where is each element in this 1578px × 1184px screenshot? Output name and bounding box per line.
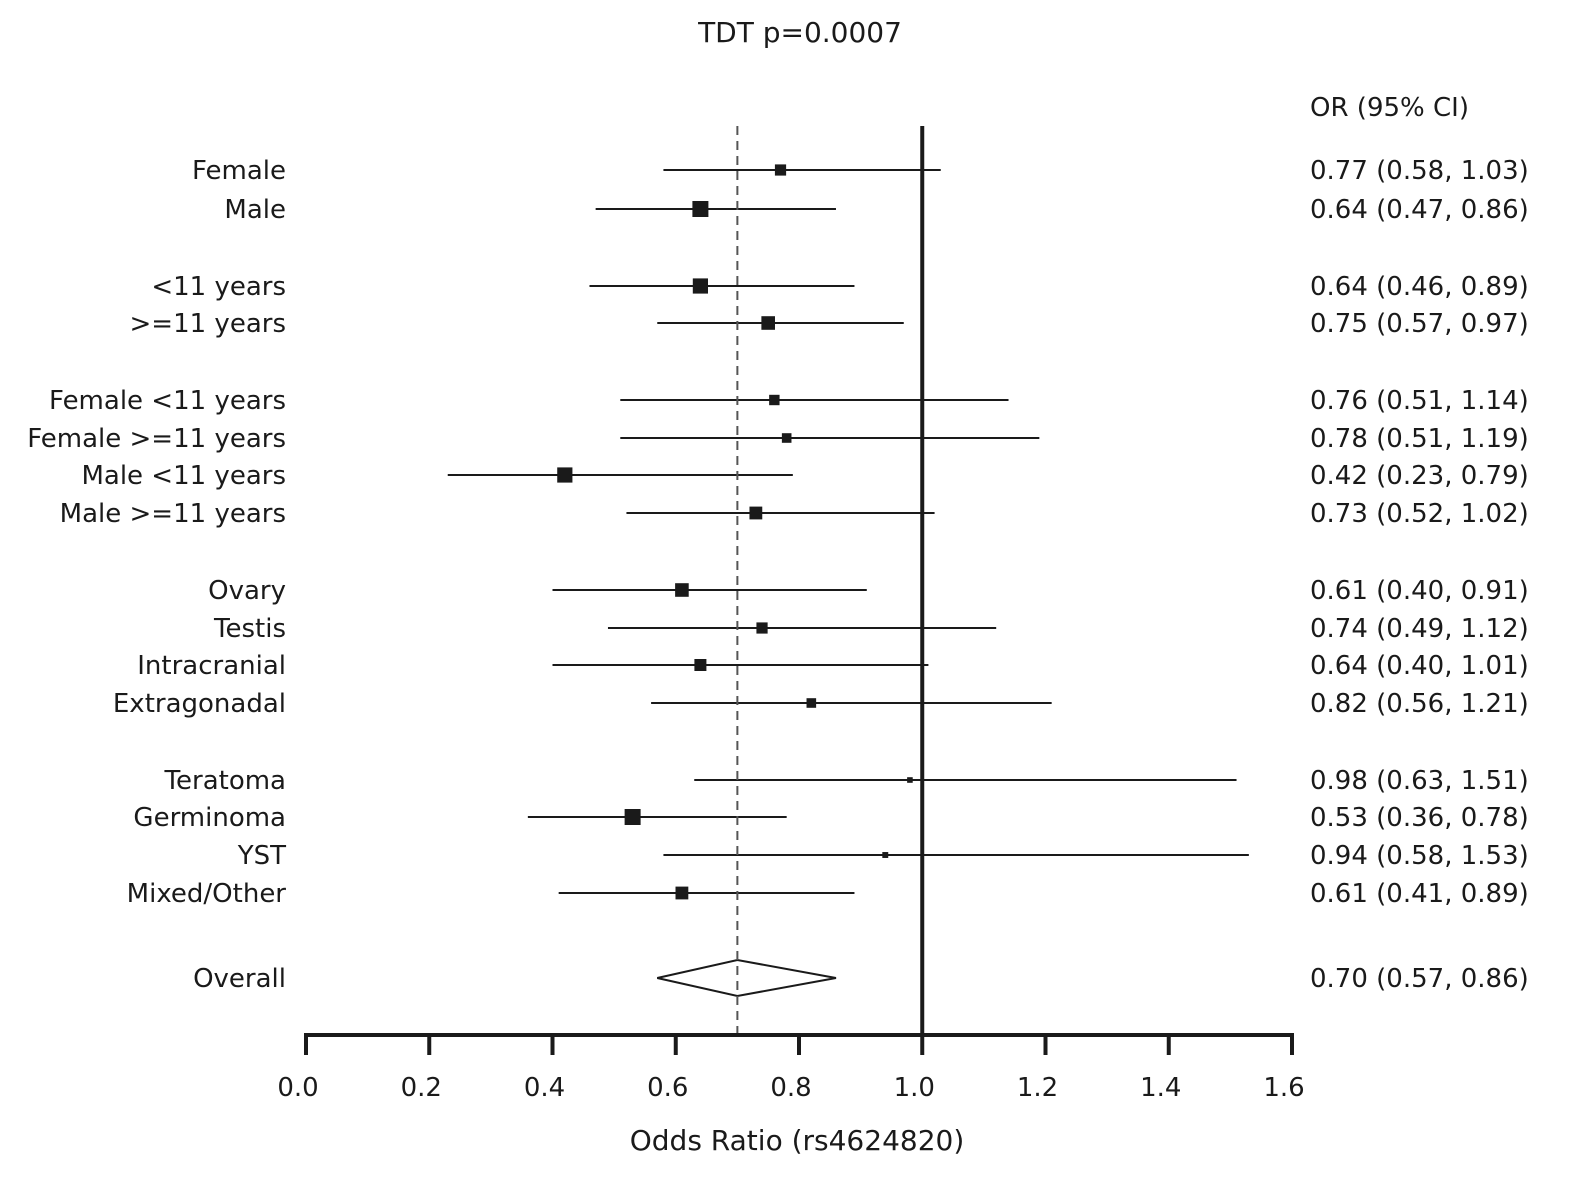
forest-row: Intracranial 0.64 (0.40, 1.01) xyxy=(137,651,1529,681)
row-label: Germinoma xyxy=(133,803,286,833)
or-ci-value: 0.64 (0.47, 0.86) xyxy=(1310,195,1529,225)
point-estimate-marker xyxy=(692,278,708,294)
or-ci-value: 0.61 (0.41, 0.89) xyxy=(1310,879,1529,909)
forest-row: Female 0.77 (0.58, 1.03) xyxy=(192,156,1529,186)
forest-row: Female <11 years 0.76 (0.51, 1.14) xyxy=(49,386,1529,416)
forest-row: YST 0.94 (0.58, 1.53) xyxy=(237,841,1529,871)
row-label: Male <11 years xyxy=(81,461,286,491)
point-estimate-marker xyxy=(781,433,792,443)
or-ci-value: 0.61 (0.40, 0.91) xyxy=(1310,576,1529,606)
x-tick-label: 0.8 xyxy=(770,1073,811,1103)
x-tick-label: 1.4 xyxy=(1140,1073,1181,1103)
forest-row: Female >=11 years 0.78 (0.51, 1.19) xyxy=(27,424,1529,454)
forest-row: Ovary 0.61 (0.40, 0.91) xyxy=(208,576,1529,606)
or-ci-value: 0.76 (0.51, 1.14) xyxy=(1310,386,1529,416)
x-tick-label: 1.2 xyxy=(1017,1073,1058,1103)
reference-lines xyxy=(736,126,925,1035)
point-estimate-marker xyxy=(761,316,775,330)
x-tick-label: 1.6 xyxy=(1263,1073,1304,1103)
point-estimate-marker xyxy=(756,622,768,634)
row-label: Male >=11 years xyxy=(60,499,286,529)
row-label: Teratoma xyxy=(164,766,286,796)
rows-layer: Female 0.77 (0.58, 1.03) Male 0.64 (0.47, 0… xyxy=(27,156,1529,909)
row-label: >=11 years xyxy=(130,309,286,339)
forest-row: <11 years 0.64 (0.46, 0.89) xyxy=(151,272,1528,302)
or-ci-value: 0.53 (0.36, 0.78) xyxy=(1310,803,1529,833)
point-estimate-marker xyxy=(907,777,913,783)
forest-row: Mixed/Other 0.61 (0.41, 0.89) xyxy=(127,879,1529,909)
forest-row: Male <11 years 0.42 (0.23, 0.79) xyxy=(81,461,1528,491)
overall-diamond xyxy=(657,958,837,998)
point-estimate-marker xyxy=(557,467,573,483)
x-tick-label: 0.4 xyxy=(524,1073,565,1103)
forest-row: Testis 0.74 (0.49, 1.12) xyxy=(213,614,1529,644)
row-label: Male xyxy=(224,195,286,225)
chart-title: TDT p=0.0007 xyxy=(697,16,902,49)
point-estimate-marker xyxy=(806,698,817,708)
forest-row: Germinoma 0.53 (0.36, 0.78) xyxy=(133,803,1528,833)
x-tick-label: 0.2 xyxy=(401,1073,442,1103)
or-ci-value: 0.82 (0.56, 1.21) xyxy=(1310,689,1529,719)
forest-row: Male >=11 years 0.73 (0.52, 1.02) xyxy=(60,499,1529,529)
forest-row: Extragonadal 0.82 (0.56, 1.21) xyxy=(113,689,1529,719)
point-estimate-marker xyxy=(769,394,780,406)
or-ci-value: 0.94 (0.58, 1.53) xyxy=(1310,841,1529,871)
row-label: Ovary xyxy=(208,576,286,606)
row-label: YST xyxy=(237,841,286,871)
x-tick-label: 0.0 xyxy=(277,1073,318,1103)
x-axis: 0.0 0.2 0.4 0.6 0.8 1.0 1.2 1.4 1.6 xyxy=(277,1033,1305,1103)
point-estimate-marker xyxy=(692,201,709,217)
point-estimate-marker xyxy=(774,164,787,176)
ci-column-header: OR (95% CI) xyxy=(1310,93,1469,123)
row-label: Mixed/Other xyxy=(127,879,287,909)
forest-row: >=11 years 0.75 (0.57, 0.97) xyxy=(130,309,1529,339)
or-ci-value: 0.73 (0.52, 1.02) xyxy=(1310,499,1529,529)
x-tick-label: 1.0 xyxy=(894,1073,935,1103)
x-axis-title: Odds Ratio (rs4624820) xyxy=(630,1124,965,1157)
or-ci-value: 0.98 (0.63, 1.51) xyxy=(1310,766,1529,796)
point-estimate-marker xyxy=(675,583,689,597)
or-ci-value: 0.75 (0.57, 0.97) xyxy=(1310,309,1529,339)
forest-row: Male 0.64 (0.47, 0.86) xyxy=(224,195,1528,225)
forest-row: Teratoma 0.98 (0.63, 1.51) xyxy=(164,766,1529,796)
or-ci-value: 0.64 (0.46, 0.89) xyxy=(1310,272,1529,302)
overall-layer: Overall 0.70 (0.57, 0.86) xyxy=(193,958,1529,998)
overall-or-ci-value: 0.70 (0.57, 0.86) xyxy=(1310,964,1529,994)
row-label: Female <11 years xyxy=(49,386,286,416)
point-estimate-marker xyxy=(882,852,889,858)
row-label: Female xyxy=(192,156,286,186)
x-tick-label: 0.6 xyxy=(647,1073,688,1103)
point-estimate-marker xyxy=(675,886,689,900)
point-estimate-marker xyxy=(749,506,763,520)
row-label: <11 years xyxy=(151,272,286,302)
point-estimate-marker xyxy=(624,809,641,825)
row-label: Intracranial xyxy=(137,651,286,681)
or-ci-value: 0.74 (0.49, 1.12) xyxy=(1310,614,1529,644)
or-ci-value: 0.64 (0.40, 1.01) xyxy=(1310,651,1529,681)
row-label: Female >=11 years xyxy=(27,424,286,454)
or-ci-value: 0.78 (0.51, 1.19) xyxy=(1310,424,1529,454)
overall-label: Overall xyxy=(193,964,286,994)
row-label: Testis xyxy=(213,614,286,644)
or-ci-value: 0.42 (0.23, 0.79) xyxy=(1310,461,1529,491)
point-estimate-marker xyxy=(694,659,707,671)
or-ci-value: 0.77 (0.58, 1.03) xyxy=(1310,156,1529,186)
row-label: Extragonadal xyxy=(113,689,286,719)
